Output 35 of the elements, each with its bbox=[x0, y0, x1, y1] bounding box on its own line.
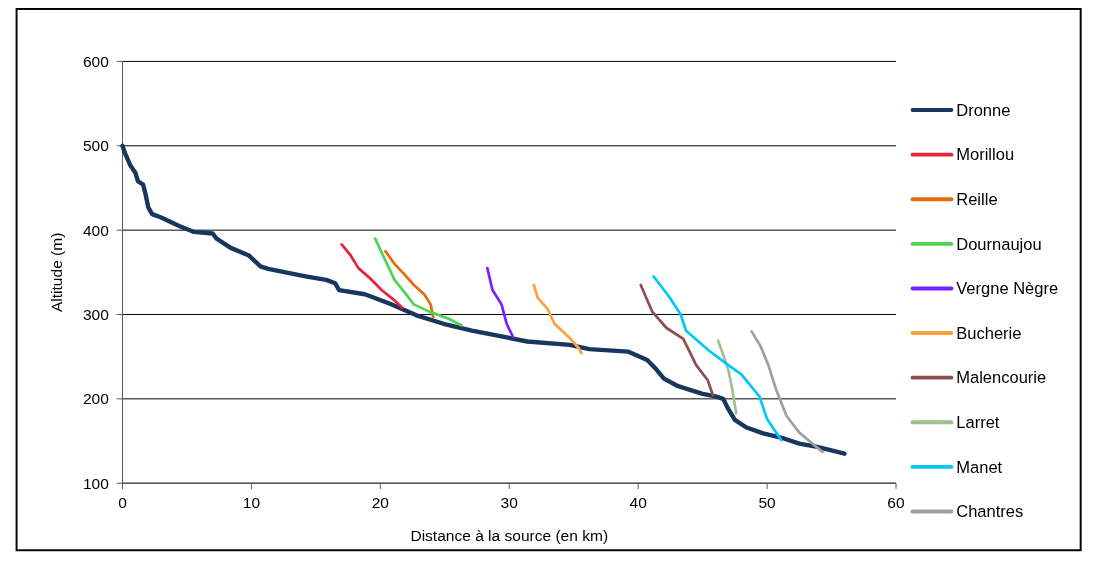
y-tick-label: 200 bbox=[82, 390, 110, 408]
legend-label: Dournaujou bbox=[956, 234, 1042, 254]
line-series bbox=[373, 237, 463, 327]
y-axis-title: Altitude (m) bbox=[48, 232, 66, 313]
y-tick-label: 600 bbox=[82, 52, 110, 70]
line-series bbox=[652, 275, 783, 442]
legend-label: Bucherie bbox=[956, 323, 1022, 343]
legend-label: Dronne bbox=[956, 100, 1011, 120]
x-tick-label: 20 bbox=[371, 494, 390, 512]
y-tick-label: 300 bbox=[82, 305, 110, 323]
legend-label: Reille bbox=[956, 190, 998, 210]
legend-label: Chantres bbox=[956, 502, 1024, 522]
line-series bbox=[532, 283, 583, 355]
line-series bbox=[340, 243, 404, 310]
legend-label: Malencourie bbox=[956, 368, 1047, 388]
line-series bbox=[716, 339, 738, 415]
legend-label: Larret bbox=[956, 413, 1000, 433]
x-tick-label: 0 bbox=[118, 494, 128, 512]
x-tick-label: 30 bbox=[500, 494, 519, 512]
legend-label: Manet bbox=[956, 457, 1003, 477]
line-series bbox=[639, 283, 715, 397]
legend-label: Vergne Nègre bbox=[956, 279, 1059, 299]
line-series bbox=[750, 330, 824, 454]
x-tick-label: 40 bbox=[629, 494, 648, 512]
line-series bbox=[384, 249, 435, 319]
x-tick-label: 50 bbox=[758, 494, 777, 512]
legend-label: Morillou bbox=[956, 145, 1015, 165]
x-tick-label: 60 bbox=[887, 494, 906, 512]
line-series bbox=[485, 266, 515, 339]
y-tick-label: 400 bbox=[82, 221, 110, 239]
line-series bbox=[120, 143, 847, 456]
y-tick-label: 100 bbox=[82, 474, 110, 492]
y-tick-label: 500 bbox=[82, 137, 110, 155]
x-tick-label: 10 bbox=[242, 494, 261, 512]
x-axis-title: Distance à la source (en km) bbox=[410, 527, 609, 545]
